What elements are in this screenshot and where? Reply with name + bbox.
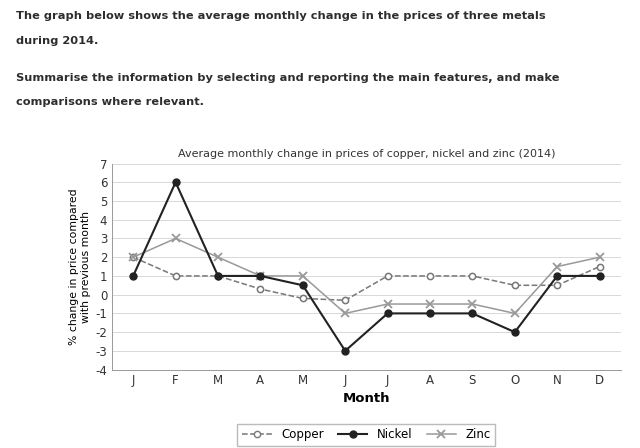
Text: The graph below shows the average monthly change in the prices of three metals: The graph below shows the average monthl… (16, 11, 546, 21)
Legend: Copper, Nickel, Zinc: Copper, Nickel, Zinc (237, 424, 495, 446)
Text: comparisons where relevant.: comparisons where relevant. (16, 97, 204, 108)
Text: Summarise the information by selecting and reporting the main features, and make: Summarise the information by selecting a… (16, 73, 559, 83)
Y-axis label: % change in price compared
with previous month: % change in price compared with previous… (70, 188, 91, 345)
Text: during 2014.: during 2014. (16, 36, 99, 46)
Title: Average monthly change in prices of copper, nickel and zinc (2014): Average monthly change in prices of copp… (178, 149, 555, 159)
X-axis label: Month: Month (342, 392, 390, 405)
